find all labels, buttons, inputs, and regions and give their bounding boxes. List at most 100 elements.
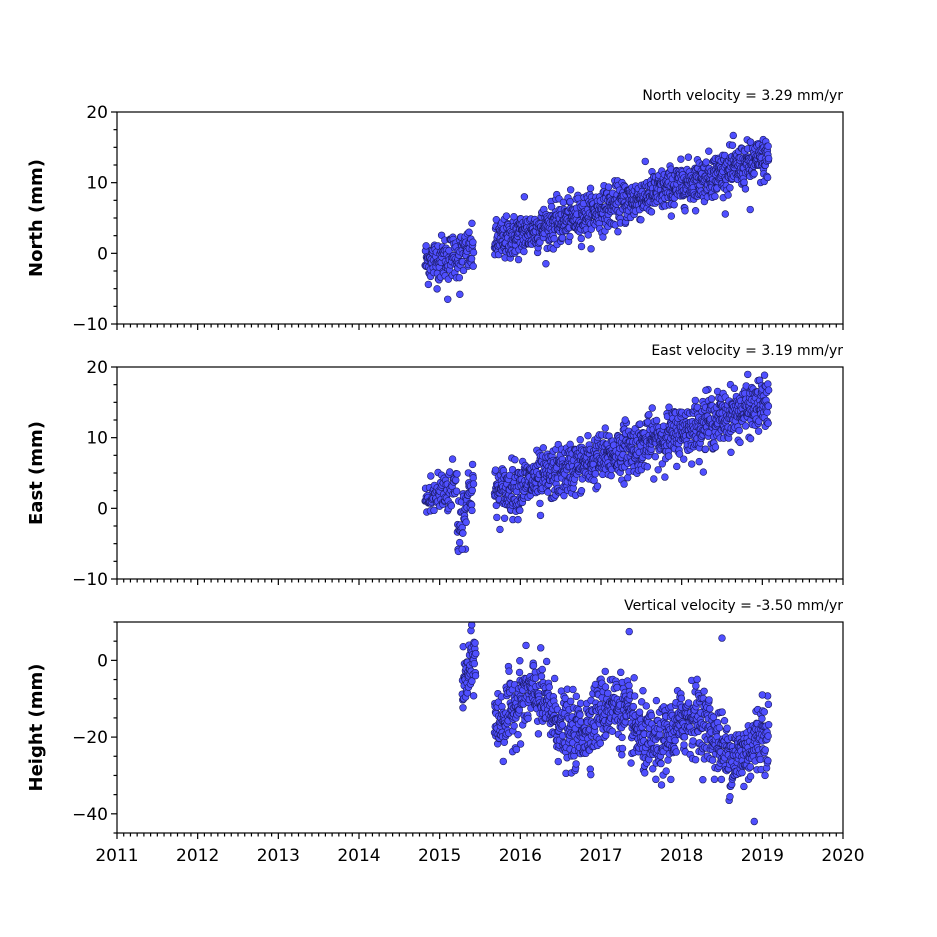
data-point xyxy=(470,659,479,668)
y-tick-label: 0 xyxy=(97,651,108,671)
data-point xyxy=(758,691,767,699)
y-tick-label: 0 xyxy=(97,499,108,519)
data-point xyxy=(512,745,521,754)
vertical-plot-area: −40 −20 0 2011 2012 2013 2014 2015 2016 2017 2018 2… xyxy=(72,621,865,866)
data-point xyxy=(446,468,454,476)
data-point xyxy=(453,470,461,478)
data-point xyxy=(715,723,724,732)
data-point xyxy=(675,450,684,458)
data-point xyxy=(740,178,748,187)
data-point xyxy=(458,545,466,554)
data-point xyxy=(652,696,661,705)
data-point xyxy=(671,736,679,745)
data-point xyxy=(637,698,646,706)
data-point xyxy=(430,506,438,515)
data-point xyxy=(718,634,726,642)
x-tick-label: 2014 xyxy=(337,846,380,866)
data-point xyxy=(516,740,525,748)
data-point xyxy=(469,692,478,700)
y-tick-label: 0 xyxy=(97,244,108,264)
data-point xyxy=(647,711,656,720)
data-point xyxy=(455,273,464,282)
data-point xyxy=(707,395,716,403)
data-point xyxy=(522,641,530,650)
data-point xyxy=(709,713,718,721)
data-point xyxy=(542,260,550,268)
data-point xyxy=(424,280,433,289)
data-point xyxy=(499,757,507,766)
data-point xyxy=(699,468,708,476)
data-point xyxy=(764,700,773,709)
data-point xyxy=(720,716,729,725)
plot-frame xyxy=(116,621,844,834)
data-point xyxy=(677,155,685,163)
data-point xyxy=(471,671,480,680)
data-point xyxy=(705,696,713,704)
north-plot-area: −10 0 10 20 xyxy=(72,103,844,335)
data-point xyxy=(502,212,511,220)
data-point xyxy=(764,142,772,150)
vertical-panel: Vertical velocity = -3.50 mm/yr Height (… xyxy=(26,598,865,866)
data-point xyxy=(577,699,585,708)
data-point xyxy=(572,692,581,701)
data-points xyxy=(458,622,773,826)
data-point xyxy=(467,255,476,263)
data-point xyxy=(599,233,607,241)
data-point xyxy=(741,422,750,430)
data-point xyxy=(702,158,710,166)
data-point xyxy=(625,681,633,690)
data-point xyxy=(618,751,626,759)
data-point xyxy=(516,657,524,665)
data-point xyxy=(558,234,567,242)
data-point xyxy=(472,649,480,658)
data-point xyxy=(651,452,660,461)
y-tick-label: −10 xyxy=(72,570,108,590)
north-y-axis-label: North (mm) xyxy=(26,159,47,277)
data-point xyxy=(601,683,610,691)
data-point xyxy=(468,460,477,469)
data-point xyxy=(584,231,592,239)
data-point xyxy=(520,193,529,201)
data-point xyxy=(708,756,717,764)
data-point xyxy=(738,768,746,777)
data-point xyxy=(721,210,729,218)
data-point xyxy=(639,687,647,695)
data-point xyxy=(510,213,518,221)
data-point xyxy=(468,506,476,515)
data-point xyxy=(621,416,629,424)
data-point xyxy=(746,772,755,781)
data-point xyxy=(505,667,513,675)
data-point xyxy=(654,466,662,474)
y-tick-label: −20 xyxy=(72,728,108,748)
data-point xyxy=(706,704,714,713)
data-point xyxy=(550,235,558,243)
east-y-axis-label: East (mm) xyxy=(26,421,47,525)
data-point xyxy=(673,462,681,471)
data-point xyxy=(433,285,441,293)
data-point xyxy=(680,741,688,749)
data-point xyxy=(566,232,574,241)
data-point xyxy=(529,661,538,670)
data-point xyxy=(469,248,478,257)
data-point xyxy=(537,644,545,652)
data-point xyxy=(459,529,467,537)
x-tick-label: 2013 xyxy=(257,846,300,866)
data-point xyxy=(624,474,632,482)
east-velocity-label: East velocity = 3.19 mm/yr xyxy=(651,343,843,359)
data-point xyxy=(550,674,559,683)
data-point xyxy=(684,153,693,161)
data-point xyxy=(459,704,467,712)
data-point xyxy=(764,154,773,163)
data-point xyxy=(593,482,602,490)
data-point xyxy=(572,760,580,768)
data-point xyxy=(576,711,584,719)
data-point xyxy=(537,672,546,681)
data-point xyxy=(641,157,649,166)
data-point xyxy=(601,424,609,432)
data-point xyxy=(661,473,669,481)
data-point xyxy=(569,685,577,694)
data-point xyxy=(746,763,755,771)
data-point xyxy=(617,668,625,677)
data-point xyxy=(500,738,509,746)
data-point xyxy=(576,436,584,444)
